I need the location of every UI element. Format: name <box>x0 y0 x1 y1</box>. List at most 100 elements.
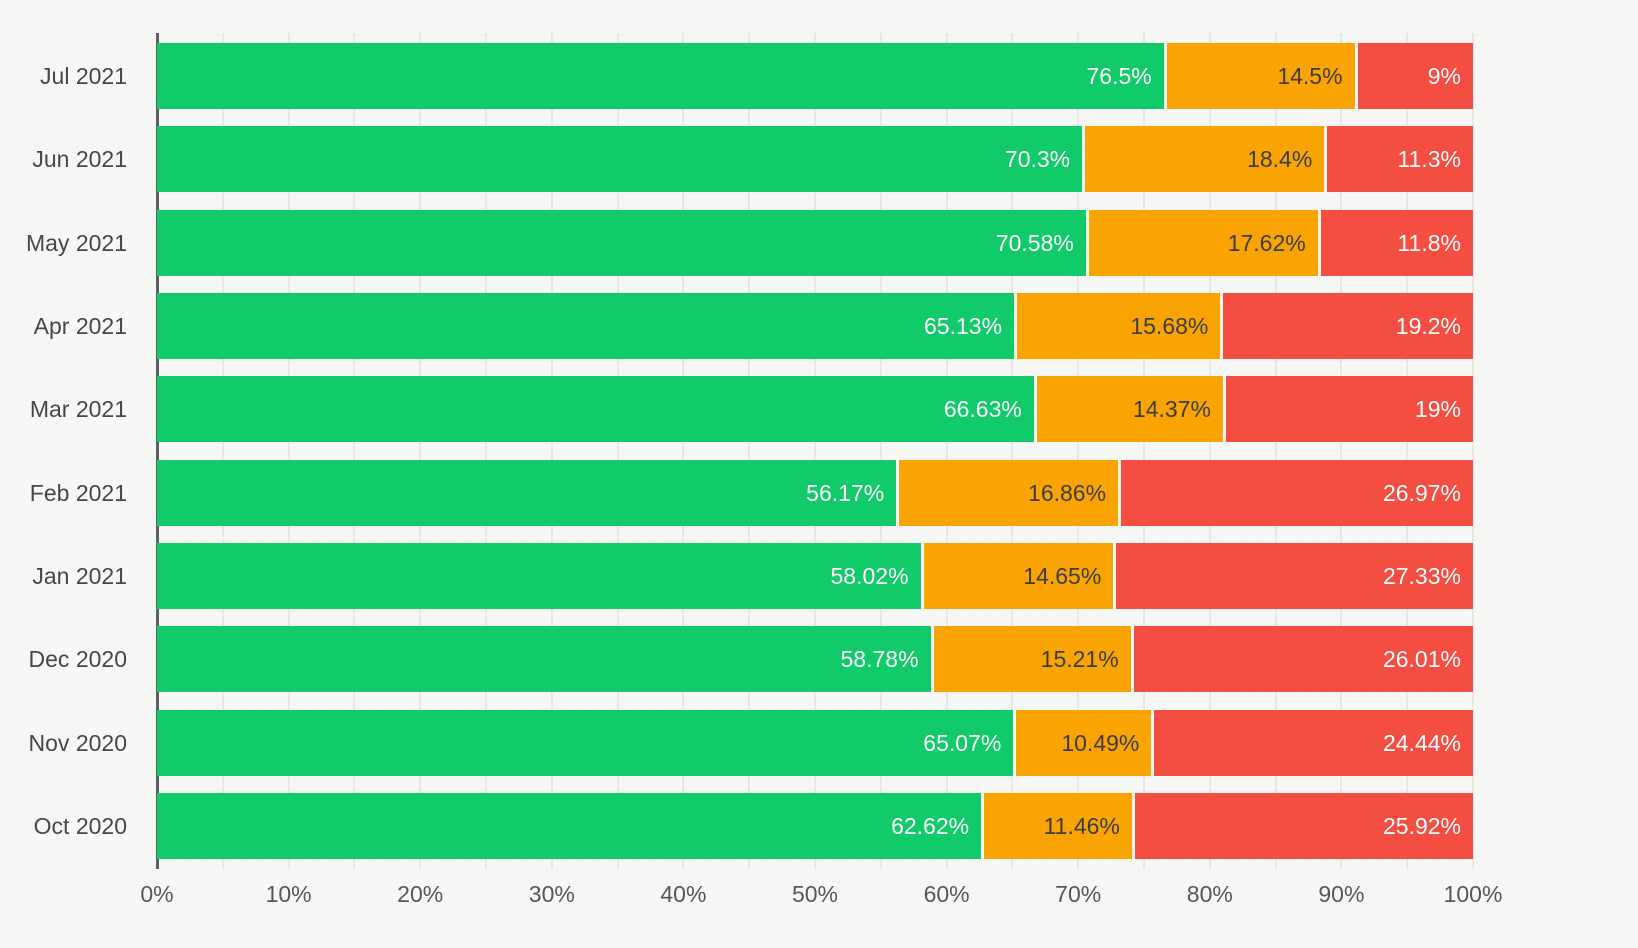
bar-track: 70.3% 18.4% 11.3% <box>157 126 1473 193</box>
bar-segment-green[interactable]: 56.17% <box>157 459 897 526</box>
gridline <box>221 33 224 869</box>
segment-value-label: 11.46% <box>1043 812 1120 839</box>
y-axis-category-label: Apr 2021 <box>33 312 127 339</box>
segment-value-label: 26.01% <box>1382 646 1461 673</box>
gridline <box>1143 33 1145 869</box>
segment-value-label: 70.58% <box>995 229 1074 256</box>
y-axis-category-label: May 2021 <box>25 229 127 256</box>
segment-value-label: 11.3% <box>1397 146 1461 173</box>
bar-segment-green[interactable]: 70.3% <box>157 126 1083 193</box>
segment-value-label: 66.63% <box>943 396 1022 423</box>
y-axis-category-label: Feb 2021 <box>29 479 127 506</box>
bar-track: 76.5% 14.5% 9% <box>157 43 1473 109</box>
bar-segment-green[interactable]: 58.78% <box>157 626 931 693</box>
segment-value-label: 17.62% <box>1227 229 1306 256</box>
x-axis-tick-label: 40% <box>660 881 707 907</box>
bar-segment-orange[interactable]: 18.4% <box>1082 126 1325 193</box>
bar-track: 58.02% 14.65% 27.33% <box>157 542 1473 609</box>
segment-value-label: 65.13% <box>924 312 1003 339</box>
bar-segment-orange[interactable]: 14.37% <box>1034 376 1223 443</box>
bar-segment-green[interactable]: 70.58% <box>157 209 1086 276</box>
bar-row: Oct 2020 62.62% 11.46% 25.92% <box>0 792 1473 859</box>
gridline <box>353 33 356 869</box>
bar-row: Jan 2021 58.02% 14.65% 27.33% <box>0 542 1473 609</box>
bar-row: Dec 2020 58.78% 15.21% 26.01% <box>0 626 1473 693</box>
gridline <box>879 33 882 869</box>
gridline <box>1472 33 1474 869</box>
y-axis-category-label: Jan 2021 <box>32 562 127 589</box>
segment-value-label: 15.21% <box>1040 646 1119 673</box>
segment-value-label: 27.33% <box>1382 562 1461 589</box>
bar-segment-orange[interactable]: 10.49% <box>1013 709 1152 776</box>
bar-segment-red[interactable]: 24.44% <box>1151 709 1473 776</box>
bar-rows: Jul 2021 76.5% 14.5% 9% Jun 2021 70.3% 18.4% 11… <box>0 33 1474 869</box>
bar-segment-green[interactable]: 66.63% <box>157 376 1034 443</box>
segment-value-label: 19.2% <box>1395 312 1462 339</box>
y-axis-category-label: Nov 2020 <box>28 729 127 756</box>
segment-value-label: 16.86% <box>1028 479 1107 506</box>
x-axis-tick-label: 90% <box>1318 881 1365 907</box>
segment-value-label: 14.65% <box>1023 562 1102 589</box>
gridline <box>485 33 487 869</box>
bar-segment-orange[interactable]: 15.21% <box>931 626 1131 693</box>
bar-segment-red[interactable]: 25.92% <box>1132 792 1473 859</box>
x-axis-tick-label: 80% <box>1186 881 1233 907</box>
segment-value-label: 14.37% <box>1132 396 1211 423</box>
gridline <box>814 33 816 869</box>
x-axis: 0% 10% 20% 30% 40% 50% 60% 70% 80% 90% 100% <box>140 881 1502 911</box>
bar-segment-red[interactable]: 11.3% <box>1324 126 1473 193</box>
bar-segment-orange[interactable]: 17.62% <box>1086 209 1318 276</box>
gridline <box>1406 33 1409 869</box>
bar-segment-green[interactable]: 58.02% <box>157 542 921 609</box>
segment-value-label: 24.44% <box>1382 729 1461 756</box>
bar-segment-orange[interactable]: 14.5% <box>1164 43 1355 109</box>
bar-segment-orange[interactable]: 16.86% <box>896 459 1119 526</box>
bar-row: Jun 2021 70.3% 18.4% 11.3% <box>0 126 1473 193</box>
bar-segment-green[interactable]: 62.62% <box>157 792 982 859</box>
y-axis-category-label: Dec 2020 <box>28 646 127 673</box>
bar-row: Jul 2021 76.5% 14.5% 9% <box>0 43 1473 109</box>
gridline <box>748 33 751 869</box>
segment-value-label: 62.62% <box>891 812 970 839</box>
bar-segment-red[interactable]: 26.01% <box>1131 626 1473 693</box>
gridline <box>1077 33 1080 869</box>
plot-area <box>156 33 1474 869</box>
bar-segment-green[interactable]: 76.5% <box>157 43 1164 109</box>
bar-segment-red[interactable]: 19.2% <box>1220 292 1474 359</box>
segment-value-label: 15.68% <box>1130 312 1209 339</box>
segment-value-label: 10.49% <box>1061 729 1140 756</box>
bar-segment-red[interactable]: 26.97% <box>1118 459 1473 526</box>
gridline <box>1340 33 1343 869</box>
segment-value-label: 19% <box>1414 396 1461 423</box>
x-axis-tick-label: 0% <box>140 881 174 907</box>
bar-segment-orange[interactable]: 11.46% <box>981 792 1132 859</box>
bar-segment-orange[interactable]: 14.65% <box>921 542 1114 609</box>
x-axis-tick-label: 70% <box>1055 881 1102 907</box>
gridline <box>945 33 948 869</box>
gridline <box>682 33 685 869</box>
gridline <box>419 33 422 869</box>
gridline <box>1274 33 1277 869</box>
bar-segment-orange[interactable]: 15.68% <box>1014 292 1221 359</box>
segment-value-label: 18.4% <box>1247 146 1313 173</box>
y-axis-category-label: Jul 2021 <box>40 63 127 89</box>
x-axis-tick-label: 100% <box>1443 881 1503 907</box>
bar-segment-red[interactable]: 27.33% <box>1113 542 1473 609</box>
bar-segment-red[interactable]: 11.8% <box>1318 209 1473 276</box>
bar-track: 62.62% 11.46% 25.92% <box>157 792 1473 859</box>
bar-segment-red[interactable]: 9% <box>1355 43 1473 109</box>
segment-value-label: 56.17% <box>806 479 885 506</box>
bar-segment-red[interactable]: 19% <box>1223 376 1473 443</box>
segment-value-label: 58.78% <box>840 646 919 673</box>
segment-value-label: 11.8% <box>1397 229 1461 256</box>
segment-value-label: 25.92% <box>1382 812 1461 839</box>
bar-track: 70.58% 17.62% 11.8% <box>157 209 1473 276</box>
bar-segment-green[interactable]: 65.07% <box>157 709 1014 776</box>
segment-value-label: 14.5% <box>1277 63 1343 89</box>
bar-segment-green[interactable]: 65.13% <box>157 292 1015 359</box>
x-axis-tick-label: 50% <box>791 881 839 907</box>
bar-row: Nov 2020 65.07% 10.49% 24.44% <box>0 709 1473 776</box>
y-axis-line <box>156 33 159 869</box>
segment-value-label: 65.07% <box>923 729 1002 756</box>
